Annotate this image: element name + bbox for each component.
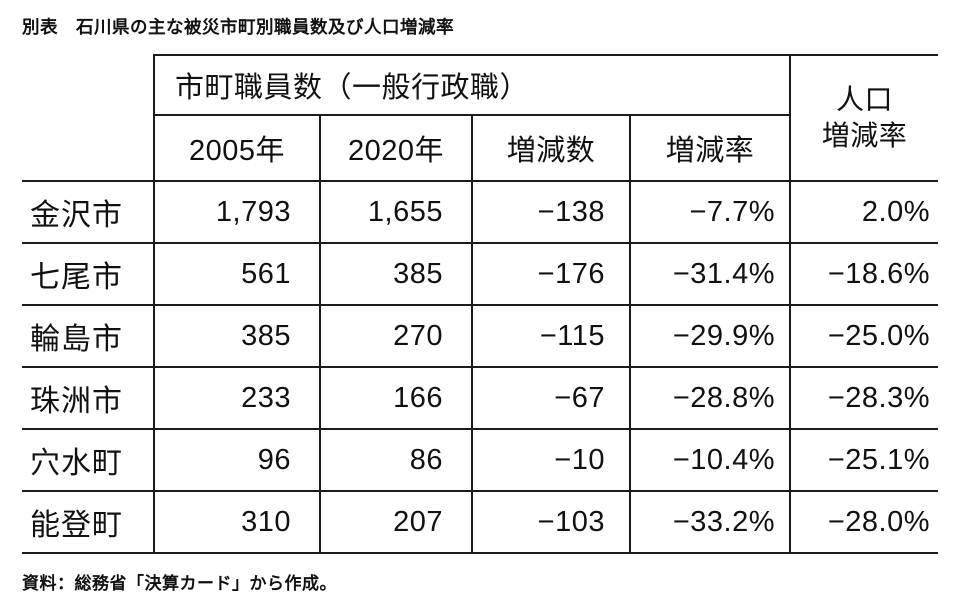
cell-diff: −176 bbox=[471, 243, 631, 306]
cell-pop-rate: −28.3% bbox=[789, 367, 939, 430]
table-row: 能登町 310 207 −103 −33.2% −28.0% bbox=[22, 491, 939, 554]
cell-2020: 86 bbox=[319, 429, 473, 492]
cell-2005: 1,793 bbox=[153, 181, 321, 244]
cell-rate: −29.9% bbox=[628, 305, 792, 368]
cell-pop-rate: −25.1% bbox=[789, 429, 939, 492]
table-row: 穴水町 96 86 −10 −10.4% −25.1% bbox=[22, 429, 939, 492]
cell-rate: −10.4% bbox=[628, 429, 792, 492]
cell-rate: −33.2% bbox=[628, 491, 792, 554]
cell-rate: −28.8% bbox=[628, 367, 792, 430]
col-header-2005: 2005年 bbox=[153, 115, 321, 182]
document-page: 別表 石川県の主な被災市町別職員数及び人口増減率 市町職員数（一般行政職） 人口… bbox=[22, 17, 939, 593]
cell-rate: −31.4% bbox=[628, 243, 792, 306]
cell-2005: 310 bbox=[153, 491, 321, 554]
table-row: 金沢市 1,793 1,655 −138 −7.7% 2.0% bbox=[22, 181, 939, 244]
row-label: 能登町 bbox=[22, 491, 155, 554]
cell-2020: 385 bbox=[319, 243, 473, 306]
header-population-line2: 増減率 bbox=[821, 120, 908, 151]
header-population-rate: 人口 増減率 bbox=[789, 54, 939, 182]
cell-2020: 1,655 bbox=[319, 181, 473, 244]
cell-pop-rate: −28.0% bbox=[789, 491, 939, 554]
cell-2005: 96 bbox=[153, 429, 321, 492]
row-label: 珠洲市 bbox=[22, 367, 155, 430]
source-note: 資料：総務省「決算カード」から作成。 bbox=[22, 574, 337, 593]
cell-2005: 385 bbox=[153, 305, 321, 368]
table-row: 輪島市 385 270 −115 −29.9% −25.0% bbox=[22, 305, 939, 368]
cell-2020: 166 bbox=[319, 367, 473, 430]
header-row-columns: 2005年 2020年 増減数 増減率 bbox=[22, 115, 938, 182]
cell-pop-rate: −18.6% bbox=[789, 243, 939, 306]
cell-rate: −7.7% bbox=[628, 181, 792, 244]
cell-2005: 233 bbox=[153, 367, 321, 430]
table-row: 珠洲市 233 166 −67 −28.8% −28.3% bbox=[22, 367, 939, 430]
table-row: 七尾市 561 385 −176 −31.4% −18.6% bbox=[22, 243, 939, 306]
row-label: 輪島市 bbox=[22, 305, 155, 368]
cell-pop-rate: −25.0% bbox=[789, 305, 939, 368]
row-label: 穴水町 bbox=[22, 429, 155, 492]
group-header-staff: 市町職員数（一般行政職） bbox=[152, 54, 792, 116]
col-header-diff: 増減数 bbox=[471, 115, 631, 182]
col-header-rate: 増減率 bbox=[628, 115, 792, 182]
cell-diff: −67 bbox=[471, 367, 631, 430]
cell-diff: −103 bbox=[471, 491, 631, 554]
col-header-2020: 2020年 bbox=[319, 115, 473, 182]
cell-pop-rate: 2.0% bbox=[789, 181, 939, 244]
cell-diff: −138 bbox=[471, 181, 631, 244]
corner-blank-cell bbox=[22, 55, 155, 182]
cell-2020: 270 bbox=[319, 305, 473, 368]
cell-diff: −115 bbox=[471, 305, 631, 368]
staff-population-table: 市町職員数（一般行政職） 人口 増減率 2005年 2020年 増減数 増減率 … bbox=[22, 54, 939, 554]
page-title: 別表 石川県の主な被災市町別職員数及び人口増減率 bbox=[22, 17, 454, 37]
row-label: 金沢市 bbox=[22, 181, 155, 244]
cell-2005: 561 bbox=[153, 243, 321, 306]
header-row-group: 市町職員数（一般行政職） 人口 増減率 bbox=[22, 54, 939, 182]
cell-2020: 207 bbox=[319, 491, 473, 554]
cell-diff: −10 bbox=[471, 429, 631, 492]
row-label: 七尾市 bbox=[22, 243, 155, 306]
header-population-line1: 人口 bbox=[836, 83, 894, 115]
